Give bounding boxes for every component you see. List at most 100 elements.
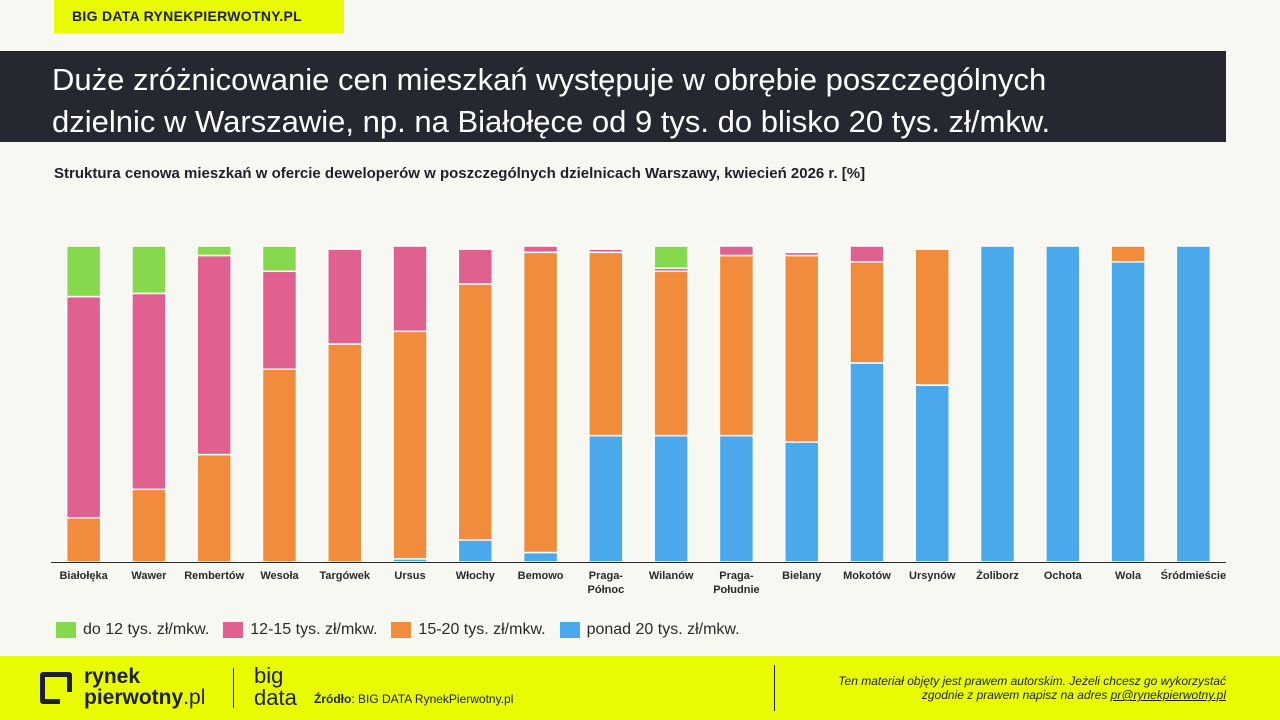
bar-segment-5-2: [327, 343, 363, 563]
logo-bold: pierwotny: [84, 686, 184, 709]
legend-label: do 12 tys. zł/mkw.: [83, 621, 210, 638]
bar-segment-4-4: [261, 245, 298, 273]
legend-swatch-green: [56, 622, 76, 638]
bigdata-logo: big data: [254, 665, 297, 709]
bar-segment-17-1: [1110, 261, 1146, 563]
headline-line-2: dzielnic w Warszawie, np. na Białołęce o…: [52, 104, 1051, 139]
bar-segment-8-3: [522, 245, 559, 254]
bar-segment-9-3: [588, 248, 624, 254]
bigdata-line-1: big: [254, 663, 284, 688]
bar-segment-10-2: [653, 270, 689, 437]
x-tick-label: Ochota: [1044, 570, 1083, 582]
bar-segment-3-2: [196, 453, 232, 563]
bar-segment-3-4: [196, 245, 232, 257]
x-tick-labels: Białołęka Wawer Rembertów Wesoła Targówek Urs…: [59, 569, 1226, 596]
x-tick-label: Bemowo: [518, 570, 564, 582]
bar-segment-3-3: [196, 254, 232, 456]
bar-segment-12-1: [783, 441, 820, 563]
x-tick-label: Ursus: [394, 570, 425, 582]
bar-segment-7-3: [457, 248, 494, 285]
bar-segment-7-1: [457, 539, 494, 563]
copyright-line-2: zgodnie z prawem napisz na adres pr@ryne…: [838, 688, 1226, 702]
legend-item-12-15: 12-15 tys. zł/mkw.: [223, 621, 377, 639]
bar-segment-13-2: [849, 261, 885, 364]
bar-segment-1-3: [65, 295, 102, 519]
legend-label: ponad 20 tys. zł/mkw.: [586, 621, 740, 638]
x-tick-label: Żoliborz: [976, 569, 1019, 582]
headline: Duże zróżnicowanie cen mieszkań występuj…: [0, 51, 1226, 142]
footer-divider-right: [774, 665, 775, 711]
x-tick-label: Praga-Północ: [588, 570, 625, 596]
copyright-line-1: Ten materiał objęty jest prawem autorski…: [838, 674, 1226, 688]
x-tick-label: Mokotów: [843, 570, 891, 582]
x-tick-label: Wesoła: [260, 570, 299, 582]
bar-segment-5-3: [327, 248, 363, 345]
bar-segment-1-4: [65, 245, 102, 298]
legend-label: 12-15 tys. zł/mkw.: [250, 621, 378, 638]
footer: rynek pierwotny.pl big data Źródło: BIG …: [0, 656, 1280, 720]
logo-suffix: .pl: [183, 686, 206, 709]
logo-line-1: rynek: [84, 665, 141, 688]
bar-segment-17-2: [1110, 245, 1146, 263]
bar-segment-4-3: [261, 270, 298, 370]
bar-segment-12-2: [783, 254, 820, 443]
bar-segment-12-3: [783, 251, 820, 257]
bar-segment-14-2: [914, 248, 950, 386]
logo-line-2: pierwotny.pl: [84, 687, 205, 708]
bar-segment-11-2: [718, 254, 755, 437]
bar-segment-10-1: [653, 434, 689, 563]
headline-line-1: Duże zróżnicowanie cen mieszkań występuj…: [52, 62, 1047, 97]
source-text: : BIG DATA RynekPierwotny.pl: [351, 692, 514, 706]
bar-segment-11-3: [718, 245, 755, 257]
bar-segment-11-1: [718, 434, 755, 563]
bar-segment-9-1: [588, 434, 624, 563]
bar-segment-13-1: [849, 362, 885, 563]
x-tick-label: Rembertów: [184, 570, 244, 582]
x-tick-label: Wilanów: [649, 570, 694, 582]
copyright-email-link[interactable]: pr@rynekpierwotny.pl: [1110, 688, 1226, 702]
stacked-bar-chart: Białołęka Wawer Rembertów Wesoła Targówek Urs…: [51, 245, 1226, 596]
copyright-note: Ten materiał objęty jest prawem autorski…: [838, 674, 1226, 702]
brand-badge: BIG DATA RYNEKPIERWOTNY.PL: [54, 0, 344, 33]
bar-segment-6-2: [392, 330, 428, 560]
legend-swatch-blue: [559, 622, 580, 638]
legend-item-over-20: ponad 20 tys. zł/mkw.: [559, 621, 740, 639]
x-tick-label: Targówek: [319, 570, 370, 582]
bar-segment-7-2: [457, 283, 494, 541]
legend-item-15-20: 15-20 tys. zł/mkw.: [391, 621, 546, 639]
bar-segment-16-1: [1045, 245, 1081, 563]
bar-segment-13-3: [849, 245, 885, 263]
legend-swatch-orange: [391, 622, 412, 638]
logo-icon: [40, 672, 72, 704]
source-label: Źródło: [314, 692, 352, 706]
legend-swatch-pink: [223, 622, 244, 638]
x-tick-label: Włochy: [456, 570, 496, 582]
bigdata-line-2: data: [254, 685, 297, 710]
bar-segment-8-2: [522, 251, 559, 554]
bar-segment-6-3: [392, 245, 428, 333]
x-tick-label: Ursynów: [909, 570, 956, 582]
x-tick-label: Białołęka: [59, 570, 108, 582]
x-tick-label: Śródmieście: [1161, 569, 1226, 582]
chart-title: Struktura cenowa mieszkań w ofercie dewe…: [54, 165, 866, 182]
logo-text: rynek pierwotny.pl: [84, 666, 205, 708]
legend-label: 15-20 tys. zł/mkw.: [418, 621, 546, 638]
source-note: Źródło: BIG DATA RynekPierwotny.pl: [314, 692, 513, 706]
x-tick-label: Praga-Południe: [713, 570, 759, 596]
bar-segment-1-2: [65, 517, 102, 563]
bar-segment-8-1: [522, 551, 559, 563]
x-tick-label: Wawer: [131, 570, 167, 582]
bar-segment-2-2: [131, 488, 167, 563]
copyright-prefix: zgodnie z prawem napisz na adres: [921, 688, 1111, 702]
bar-segment-9-2: [588, 251, 624, 437]
x-tick-label: Bielany: [782, 570, 822, 582]
bar-segment-10-4: [653, 245, 689, 269]
bar-segment-2-3: [131, 292, 167, 491]
bar-segment-2-4: [131, 245, 167, 295]
bar-segment-4-2: [261, 368, 298, 563]
chart-legend: do 12 tys. zł/mkw. 12-15 tys. zł/mkw. 15…: [56, 621, 754, 639]
bar-segment-18-1: [1175, 245, 1212, 563]
footer-divider: [233, 668, 234, 708]
bars-group: [65, 245, 1212, 563]
bar-segment-15-1: [979, 245, 1016, 563]
